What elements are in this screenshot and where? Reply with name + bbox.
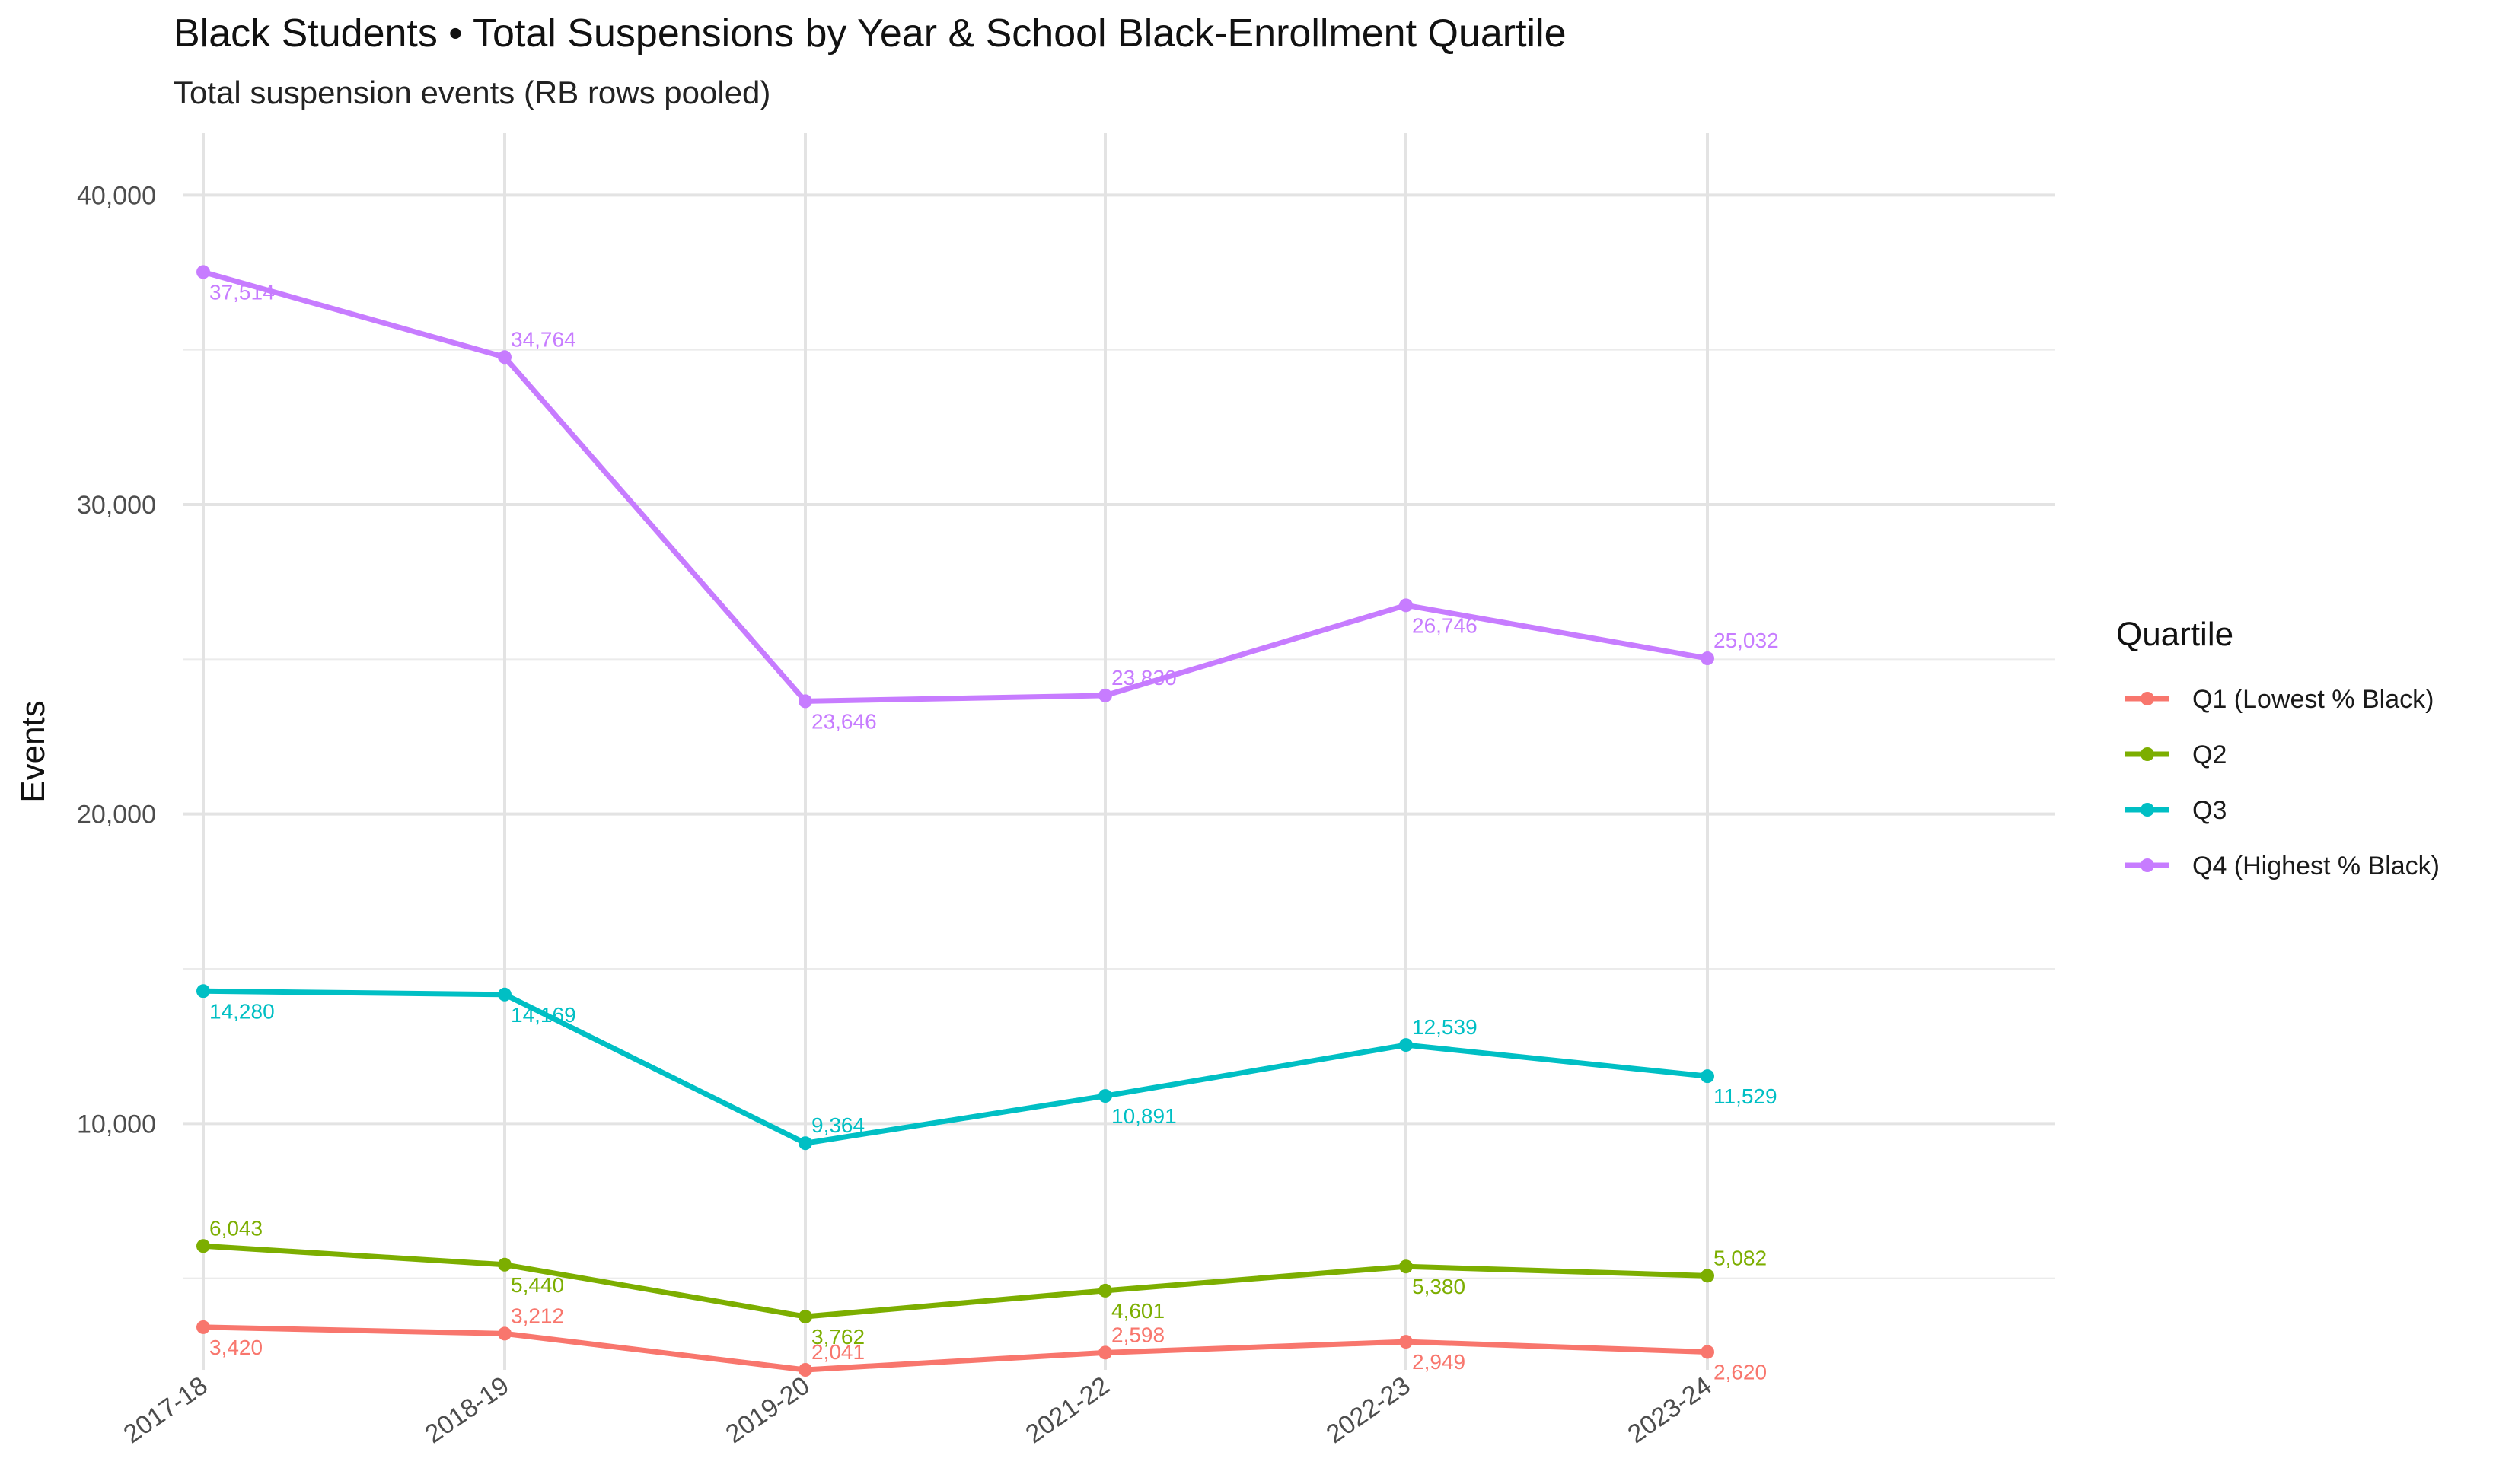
- y-tick-label: 30,000: [77, 491, 156, 520]
- y-tick-label: 40,000: [77, 181, 156, 210]
- data-label: 4,601: [1111, 1299, 1165, 1323]
- data-point: [196, 1320, 210, 1334]
- legend-key-point: [2141, 858, 2154, 872]
- data-point: [1399, 1335, 1413, 1349]
- data-point: [1701, 651, 1714, 666]
- data-label: 3,420: [209, 1336, 263, 1359]
- data-label: 5,440: [511, 1273, 564, 1297]
- data-point: [498, 350, 512, 365]
- data-point: [799, 694, 812, 709]
- data-point: [799, 1310, 812, 1324]
- x-tick-label: 2023-24: [1623, 1371, 1717, 1449]
- x-tick-label: 2017-18: [119, 1371, 213, 1449]
- y-tick-label: 10,000: [77, 1110, 156, 1138]
- legend-label: Q4 (Highest % Black): [2192, 852, 2440, 881]
- data-point: [1701, 1269, 1714, 1283]
- data-point: [1399, 1259, 1413, 1274]
- legend-label: Q3: [2192, 796, 2227, 825]
- legend-key-point: [2141, 803, 2154, 817]
- legend: Quartile Q1 (Lowest % Black) Q2 Q3 Q4 (Highe…: [2116, 616, 2440, 881]
- data-label: 14,280: [209, 999, 275, 1023]
- y-axis-label: Events: [14, 700, 52, 803]
- data-point: [196, 984, 210, 998]
- data-label: 37,514: [209, 280, 275, 304]
- data-label: 23,646: [811, 709, 877, 733]
- data-label: 5,380: [1412, 1275, 1465, 1298]
- data-label: 34,764: [511, 327, 576, 351]
- legend-title: Quartile: [2116, 616, 2233, 653]
- data-label: 2,598: [1111, 1323, 1165, 1346]
- series-line: [200, 1243, 1710, 1320]
- legend-label: Q1 (Lowest % Black): [2192, 685, 2434, 714]
- data-point: [1399, 1038, 1413, 1052]
- x-tick-label: 2019-20: [721, 1371, 815, 1449]
- data-labels: 3,420 3,212 2,041 2,598 2,949 2,620 6,043 5,440…: [209, 280, 1779, 1384]
- data-label: 26,746: [1412, 613, 1478, 637]
- chart-title: Black Students • Total Suspensions by Ye…: [174, 11, 1567, 56]
- x-tick-label: 2018-19: [420, 1371, 515, 1449]
- data-point: [1098, 1345, 1112, 1360]
- series: [196, 265, 1714, 1377]
- y-tick-label: 20,000: [77, 801, 156, 830]
- data-label: 3,762: [811, 1325, 865, 1349]
- series-line: [200, 1324, 1710, 1373]
- data-label: 25,032: [1713, 629, 1779, 652]
- data-label: 23,830: [1111, 666, 1177, 689]
- data-point: [1701, 1069, 1714, 1084]
- chart-subtitle: Total suspension events (RB rows pooled): [174, 75, 771, 110]
- legend-label: Q2: [2192, 740, 2227, 769]
- data-point: [1399, 598, 1413, 613]
- data-point: [799, 1363, 812, 1377]
- series-line: [200, 988, 1710, 1146]
- x-tick-label: 2021-22: [1021, 1371, 1115, 1449]
- data-point: [1098, 1089, 1112, 1103]
- data-point: [1701, 1345, 1714, 1359]
- data-point: [498, 987, 512, 1002]
- grid: [183, 133, 2055, 1370]
- data-label: 14,169: [511, 1003, 576, 1027]
- data-point: [498, 1326, 512, 1341]
- data-label: 5,082: [1713, 1246, 1767, 1269]
- data-label: 11,529: [1713, 1084, 1777, 1108]
- data-label: 10,891: [1111, 1104, 1177, 1128]
- data-point: [1098, 1283, 1112, 1298]
- legend-key-point: [2141, 692, 2154, 705]
- data-point: [196, 265, 210, 279]
- data-point: [498, 1257, 512, 1272]
- series-line: [200, 269, 1710, 704]
- x-tick-label: 2022-23: [1321, 1371, 1416, 1449]
- data-label: 9,364: [811, 1113, 865, 1137]
- data-label: 6,043: [209, 1216, 263, 1240]
- data-point: [196, 1239, 210, 1253]
- legend-key-point: [2141, 747, 2154, 761]
- data-label: 3,212: [511, 1304, 564, 1327]
- data-point: [1098, 688, 1112, 702]
- data-label: 12,539: [1412, 1015, 1478, 1039]
- data-label: 2,041: [811, 1340, 865, 1364]
- data-label: 2,949: [1412, 1350, 1465, 1374]
- data-point: [799, 1136, 812, 1151]
- data-label: 2,620: [1713, 1360, 1767, 1384]
